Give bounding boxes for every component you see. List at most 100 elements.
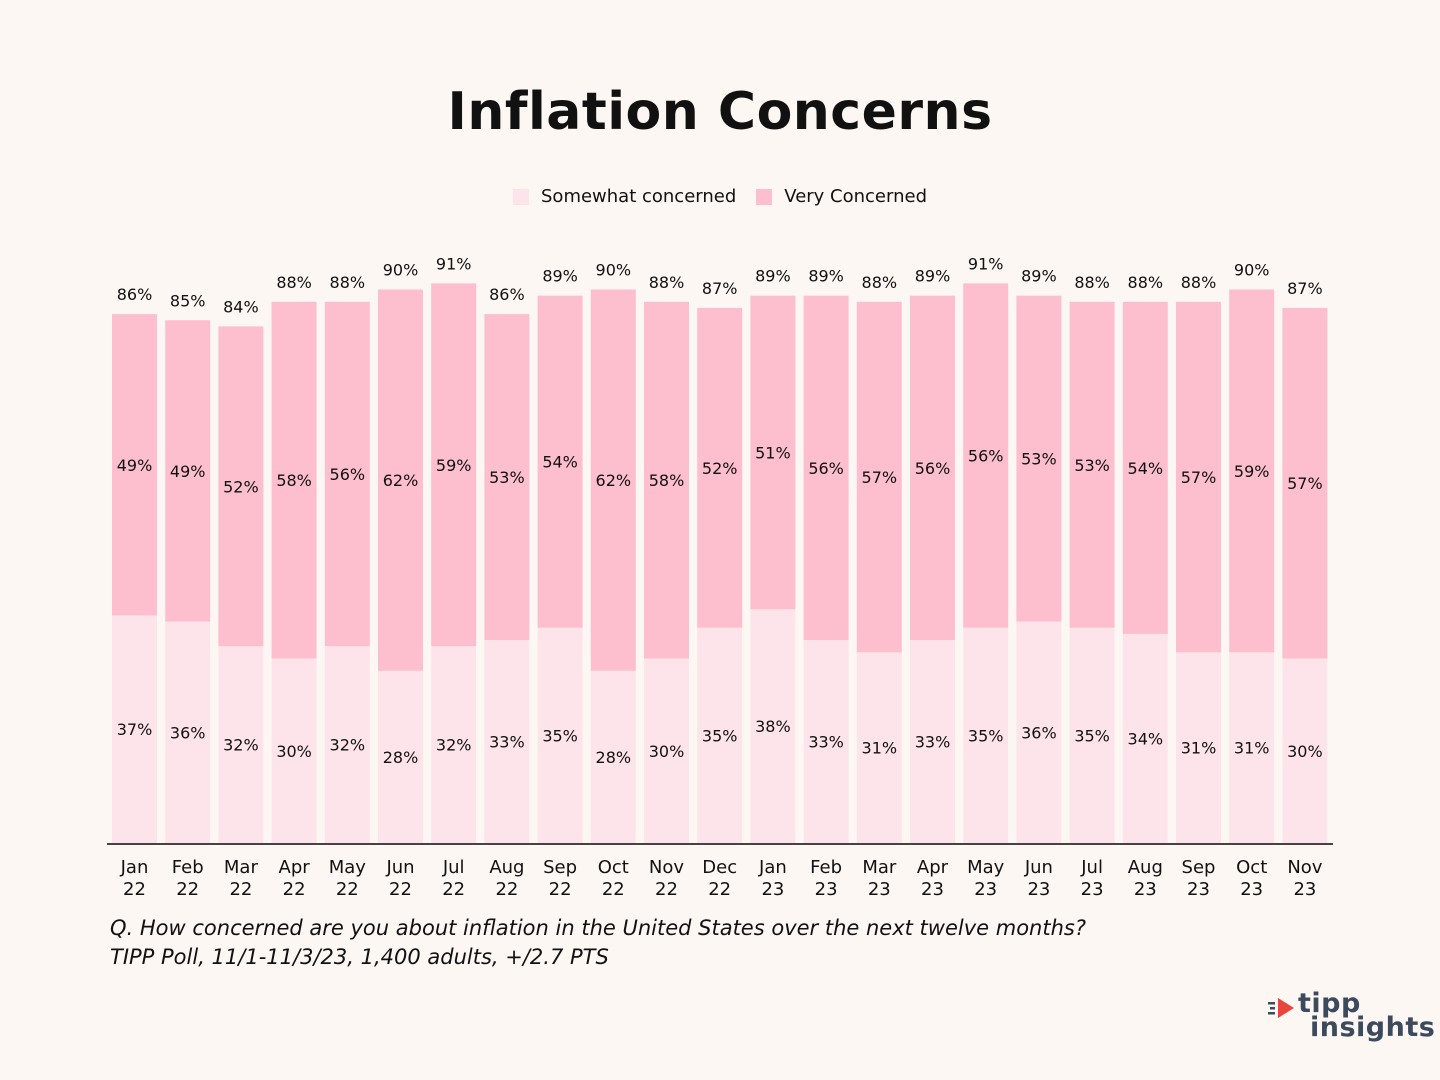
data-label-very: 57% — [1287, 474, 1323, 493]
x-tick-label-month: Jan — [120, 857, 149, 878]
legend-swatch-somewhat — [513, 188, 529, 205]
bar-somewhat — [378, 670, 423, 843]
x-tick-label-year: 22 — [549, 879, 572, 900]
data-label-somewhat: 30% — [276, 742, 312, 761]
x-tick-label-month: Nov — [1287, 857, 1322, 878]
bar-somewhat — [1229, 652, 1275, 843]
data-label-very: 58% — [649, 471, 685, 490]
x-tick-label-year: 22 — [176, 879, 199, 900]
bar-somewhat — [590, 670, 636, 843]
bar-very — [431, 283, 477, 647]
data-label-very: 62% — [596, 471, 632, 490]
x-tick-label-year: 22 — [389, 879, 412, 900]
bar-somewhat — [537, 627, 583, 843]
data-label-somewhat: 30% — [649, 742, 685, 761]
data-label-very: 54% — [1128, 459, 1164, 478]
data-label-total: 90% — [383, 261, 419, 280]
bar-very — [537, 295, 583, 628]
x-tick-label-month: Sep — [1182, 857, 1216, 878]
bar-very — [112, 314, 157, 616]
data-label-somewhat: 36% — [1021, 723, 1057, 742]
bar-somewhat — [856, 652, 902, 843]
bar-somewhat — [1176, 652, 1221, 843]
bar-somewhat — [218, 646, 264, 843]
data-label-somewhat: 35% — [1074, 726, 1110, 745]
x-tick-label-month: Mar — [224, 857, 259, 878]
data-label-total: 88% — [276, 273, 312, 292]
data-label-somewhat: 32% — [223, 736, 259, 755]
x-tick-label-year: 23 — [868, 879, 891, 900]
bar-very — [1069, 301, 1115, 628]
data-label-total: 91% — [436, 254, 472, 273]
legend-label-somewhat: Somewhat concerned — [541, 186, 737, 207]
x-tick-label-year: 22 — [655, 879, 678, 900]
bar-very — [697, 307, 743, 628]
data-label-somewhat: 31% — [862, 739, 898, 758]
legend-swatch-very — [756, 188, 773, 205]
logo-arrow-icon — [1268, 998, 1294, 1018]
x-tick-label-month: Oct — [1236, 857, 1267, 878]
x-tick-label-month: Jun — [385, 857, 414, 878]
data-label-total: 90% — [596, 261, 632, 280]
bar-somewhat — [431, 646, 477, 843]
bar-very — [218, 326, 264, 647]
footnote-source: TIPP Poll, 11/1-11/3/23, 1,400 adults, +… — [110, 945, 609, 969]
bar-very — [750, 295, 796, 610]
x-tick-label-month: May — [967, 857, 1005, 878]
data-label-very: 51% — [755, 443, 791, 462]
x-tick-label-year: 22 — [229, 879, 252, 900]
x-tick-label-month: Nov — [649, 857, 684, 878]
bar-somewhat — [484, 640, 530, 843]
x-tick-label-month: Jul — [1080, 857, 1103, 878]
bar-somewhat — [112, 615, 157, 843]
bar-somewhat — [1016, 621, 1062, 843]
data-label-somewhat: 38% — [755, 717, 791, 736]
bar-very — [910, 295, 955, 641]
data-label-total: 87% — [1287, 279, 1323, 298]
bar-very — [856, 301, 902, 653]
data-label-very: 62% — [383, 471, 419, 490]
x-tick-label-year: 22 — [123, 879, 146, 900]
data-label-somewhat: 32% — [330, 736, 366, 755]
x-tick-label-month: Jul — [442, 857, 465, 878]
x-tick-label-year: 22 — [495, 879, 518, 900]
data-label-very: 59% — [1234, 462, 1270, 481]
x-tick-label-year: 23 — [1027, 879, 1050, 900]
logo-text-insights: insights — [1310, 1012, 1436, 1043]
data-label-somewhat: 36% — [170, 723, 206, 742]
data-label-somewhat: 31% — [1181, 739, 1217, 758]
bar-very — [590, 289, 636, 671]
data-label-total: 89% — [755, 267, 791, 286]
x-tick-label-month: Apr — [279, 857, 311, 878]
data-label-very: 56% — [330, 465, 366, 484]
data-label-total: 88% — [1128, 273, 1164, 292]
data-label-very: 57% — [1181, 468, 1217, 487]
data-label-very: 52% — [702, 459, 738, 478]
data-label-total: 88% — [649, 273, 685, 292]
x-tick-label-month: Aug — [1128, 857, 1163, 878]
x-tick-label-year: 23 — [1134, 879, 1157, 900]
data-label-somewhat: 33% — [808, 733, 844, 752]
data-label-total: 89% — [1021, 267, 1057, 286]
bar-very — [1176, 301, 1221, 653]
data-label-total: 88% — [330, 273, 366, 292]
x-tick-label-year: 23 — [1240, 879, 1263, 900]
data-label-total: 89% — [915, 267, 951, 286]
data-label-total: 85% — [170, 291, 206, 310]
x-tick-label-month: Apr — [917, 857, 949, 878]
chart-legend: Somewhat concerned Very Concerned — [0, 186, 1440, 207]
footnote: Q. How concerned are you about inflation… — [110, 914, 1086, 972]
data-label-somewhat: 33% — [489, 733, 525, 752]
x-tick-label-year: 23 — [1081, 879, 1104, 900]
data-label-total: 86% — [117, 285, 153, 304]
x-tick-label-month: Feb — [172, 857, 204, 878]
tipp-insights-logo: tipp insights — [1268, 988, 1435, 1048]
legend-item-very: Very Concerned — [756, 186, 927, 207]
data-label-somewhat: 35% — [542, 726, 578, 745]
x-tick-label-month: Oct — [598, 857, 629, 878]
bar-somewhat — [803, 640, 849, 843]
x-tick-label-year: 22 — [283, 879, 306, 900]
data-label-total: 88% — [1181, 273, 1217, 292]
x-tick-label-month: Jan — [758, 857, 787, 878]
bar-very — [963, 283, 1009, 628]
